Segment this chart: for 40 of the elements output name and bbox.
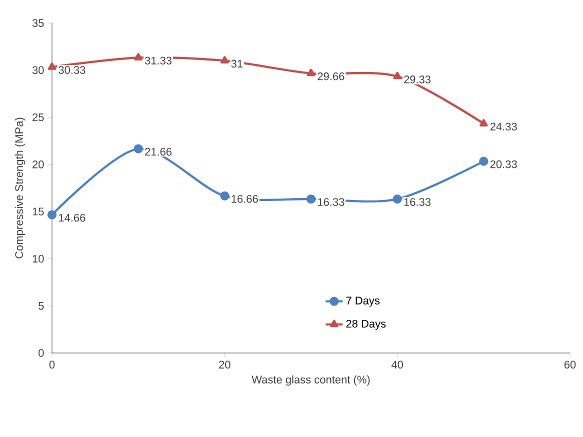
data-label: 21.66 xyxy=(145,148,172,156)
data-label: 16.66 xyxy=(232,195,258,203)
y-tick-label: 15 xyxy=(32,208,44,216)
point xyxy=(480,119,488,126)
data-label: 29.33 xyxy=(404,76,431,84)
point xyxy=(220,56,229,64)
point xyxy=(479,156,488,166)
data-label: 30.33 xyxy=(58,66,86,74)
point xyxy=(393,72,402,80)
data-label: 31.33 xyxy=(144,56,172,64)
data-label: 14.66 xyxy=(59,214,86,222)
x-tick-label: 40 xyxy=(391,360,404,369)
x-tick-label: 20 xyxy=(219,360,230,369)
data-label: 16.33 xyxy=(318,198,344,206)
y-tick-label: 0 xyxy=(38,349,44,357)
point xyxy=(306,68,316,76)
x-tick-label: 0 xyxy=(49,360,55,369)
data-label: 29.66 xyxy=(318,72,344,80)
point xyxy=(48,62,56,70)
point xyxy=(392,194,402,204)
data-label: 24.33 xyxy=(490,122,517,130)
point xyxy=(134,144,143,154)
y-tick-label: 35 xyxy=(32,19,44,27)
data-label: 16.33 xyxy=(404,198,431,206)
y-tick-label: 5 xyxy=(38,302,44,310)
point xyxy=(47,210,57,220)
point xyxy=(306,194,316,204)
point xyxy=(220,191,230,200)
legend-label: 7 Days xyxy=(346,296,380,307)
point xyxy=(134,53,142,60)
y-axis-title: Compressive Strength (MPa) xyxy=(14,118,26,258)
x-tick-label: 60 xyxy=(564,360,576,369)
data-label: 31 xyxy=(231,60,243,68)
y-tick-label: 10 xyxy=(32,254,44,263)
data-label: 20.33 xyxy=(490,160,517,168)
y-tick-label: 30 xyxy=(32,66,44,74)
x-axis-title: Waste glass content (%) xyxy=(252,375,370,386)
y-tick-label: 20 xyxy=(32,160,44,168)
legend-label: 28 Days xyxy=(346,320,386,330)
y-tick-label: 25 xyxy=(32,113,44,122)
